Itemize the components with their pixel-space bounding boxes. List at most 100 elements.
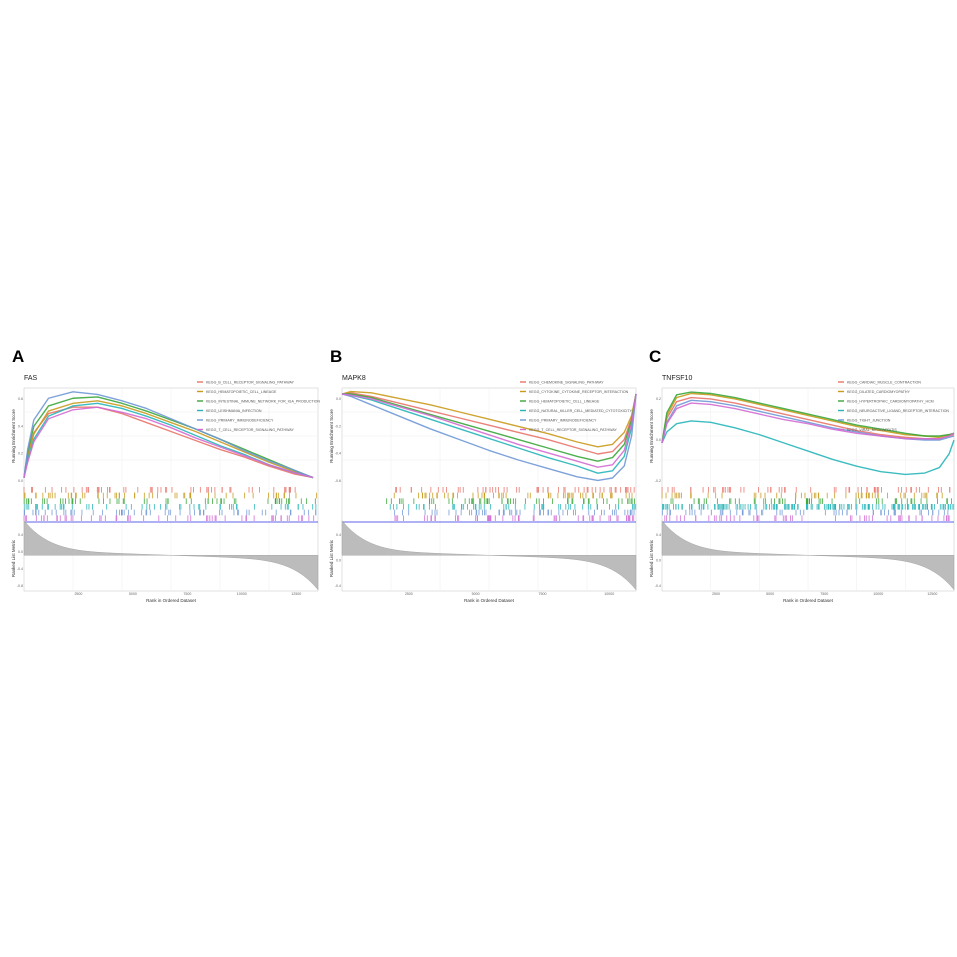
rank-y-tick: -0.8 bbox=[17, 584, 23, 588]
legend-entry-1: KEGG_B_CELL_RECEPTOR_SIGNALING_PATHWAY bbox=[206, 380, 295, 384]
legend-entry-2: KEGG_DILATED_CARDIOMYOPATHY bbox=[847, 390, 911, 394]
es-line-5 bbox=[23, 391, 314, 479]
panel-c: C TNFSF10 0.2 0.0 -0.2 Running Enrichment Sco… bbox=[649, 347, 955, 603]
rank-y-tick: 0.0 bbox=[656, 559, 661, 563]
rank-y-tick: -0.4 bbox=[335, 584, 341, 588]
es-line-5 bbox=[341, 393, 637, 482]
hit-row-1 bbox=[23, 487, 296, 493]
es-y-axis-label: Running Enrichment Score bbox=[329, 409, 334, 463]
es-y-tick: -0.4 bbox=[335, 452, 341, 456]
es-y-tick: 0.4 bbox=[18, 424, 23, 428]
legend-entry-5: KEGG_TIGHT_JUNCTION bbox=[847, 418, 891, 422]
x-tick: 2500 bbox=[74, 592, 82, 596]
x-axis-label: Rank in Ordered Dataset bbox=[146, 598, 197, 603]
es-y-tick: -0.2 bbox=[335, 424, 341, 428]
es-y-tick: -0.2 bbox=[655, 479, 661, 483]
legend-entry-6: KEGG_T_CELL_RECEPTOR_SIGNALING_PATHWAY bbox=[529, 428, 617, 432]
es-line-4 bbox=[661, 420, 955, 476]
hit-row-6 bbox=[664, 515, 950, 521]
rank-y-tick: 0.0 bbox=[336, 559, 341, 563]
legend-entry-3: KEGG_HEMATOPOIETIC_CELL_LINEAGE bbox=[529, 399, 600, 403]
es-line-6 bbox=[23, 406, 314, 479]
es-line-6 bbox=[341, 393, 637, 468]
legend-entry-6: KEGG_VIRAL_MYOCARDITIS bbox=[847, 428, 897, 432]
es-line-3 bbox=[342, 393, 637, 462]
rank-y-tick: 0.4 bbox=[18, 533, 23, 537]
hit-row-2 bbox=[393, 492, 633, 499]
es-y-tick: -0.6 bbox=[335, 479, 341, 483]
es-y-tick: 0.0 bbox=[656, 438, 661, 442]
es-y-tick: 0.0 bbox=[336, 397, 341, 401]
x-tick: 5000 bbox=[472, 592, 480, 596]
es-line-6 bbox=[661, 402, 955, 444]
x-tick: 2500 bbox=[712, 592, 720, 596]
es-line-3 bbox=[661, 391, 955, 443]
hit-row-6 bbox=[394, 515, 635, 521]
hit-row-6 bbox=[23, 515, 315, 521]
gene-title: MAPK8 bbox=[342, 375, 366, 382]
x-axis-label: Rank in Ordered Dataset bbox=[783, 598, 834, 603]
es-y-tick: 0.0 bbox=[18, 479, 23, 483]
hit-row-2 bbox=[23, 492, 318, 499]
rank-y-axis-label: Ranked List Metric bbox=[11, 539, 16, 577]
rank-y-tick: 0.4 bbox=[656, 533, 661, 537]
es-y-tick: 0.2 bbox=[18, 452, 23, 456]
x-tick: 7500 bbox=[183, 592, 191, 596]
gene-title: FAS bbox=[24, 375, 38, 382]
x-tick: 5000 bbox=[129, 592, 137, 596]
legend-entry-1: KEGG_CARDIAC_MUSCLE_CONTRACTION bbox=[847, 380, 921, 384]
hit-row-4 bbox=[662, 504, 955, 510]
x-tick: 10000 bbox=[873, 592, 883, 596]
es-y-axis-label: Running Enrichment Score bbox=[649, 409, 654, 463]
legend-entry-5: KEGG_PRIMARY_IMMUNODEFICIENCY bbox=[206, 418, 274, 422]
hit-row-3 bbox=[23, 498, 316, 504]
legend-entry-5: KEGG_PRIMARY_IMMUNODEFICIENCY bbox=[529, 418, 597, 422]
hit-row-5 bbox=[23, 509, 317, 516]
ranked-list-area bbox=[23, 520, 319, 591]
legend-entry-3: KEGG_HYPERTROPHIC_CARDIOMYOPATHY_HCM bbox=[847, 399, 934, 403]
panel-label-c: C bbox=[649, 347, 661, 366]
es-line-3 bbox=[23, 396, 314, 479]
hit-row-2 bbox=[661, 492, 943, 499]
panel-b: B MAPK8 0.0 -0.2 -0.4 -0.6 Running Enrichment … bbox=[329, 347, 637, 603]
panel-a: A FAS 0.6 0.4 0.2 0.0 Running Enrichment Score… bbox=[11, 347, 320, 603]
es-line-1 bbox=[341, 392, 637, 455]
legend-entry-1: KEGG_CHEMOKINE_SIGNALING_PATHWAY bbox=[529, 380, 604, 384]
hit-row-3 bbox=[670, 498, 952, 504]
legend-entry-2: KEGG_HEMATOPOIETIC_CELL_LINEAGE bbox=[206, 390, 277, 394]
es-y-tick: 0.6 bbox=[18, 397, 23, 401]
ranked-list-area bbox=[661, 520, 955, 591]
x-tick: 10000 bbox=[237, 592, 247, 596]
rank-y-tick: 0.0 bbox=[18, 550, 23, 554]
hit-row-4 bbox=[389, 504, 637, 510]
hit-row-5 bbox=[661, 509, 949, 516]
gene-title: TNFSF10 bbox=[662, 375, 692, 382]
hit-row-1 bbox=[395, 487, 635, 493]
es-line-2 bbox=[341, 390, 637, 448]
x-axis-label: Rank in Ordered Dataset bbox=[464, 598, 515, 603]
legend-entry-6: KEGG_T_CELL_RECEPTOR_SIGNALING_PATHWAY bbox=[206, 428, 294, 432]
legend-entry-4: KEGG_LEISHMANIA_INFECTION bbox=[206, 409, 262, 413]
x-tick: 10000 bbox=[604, 592, 614, 596]
legend-entry-2: KEGG_CYTOKINE_CYTOKINE_RECEPTOR_INTERACT… bbox=[529, 390, 629, 394]
rank-y-tick: -0.4 bbox=[17, 567, 23, 571]
hit-row-1 bbox=[661, 487, 951, 493]
legend-entry-4: KEGG_NATURAL_KILLER_CELL_MEDIATED_CYTOTO… bbox=[529, 409, 633, 413]
x-tick: 12500 bbox=[927, 592, 937, 596]
x-tick: 5000 bbox=[766, 592, 774, 596]
panel-label-b: B bbox=[330, 347, 342, 366]
rank-y-axis-label: Ranked List Metric bbox=[649, 539, 654, 577]
es-line-4 bbox=[341, 393, 637, 474]
x-tick: 7500 bbox=[820, 592, 828, 596]
legend-entry-3: KEGG_INTESTINAL_IMMUNE_NETWORK_FOR_IGA_P… bbox=[206, 399, 320, 403]
es-line-5 bbox=[661, 399, 955, 444]
hit-row-5 bbox=[394, 509, 635, 516]
panel-label-a: A bbox=[12, 347, 24, 366]
hit-row-4 bbox=[24, 504, 317, 510]
es-y-tick: 0.2 bbox=[656, 397, 661, 401]
rank-y-tick: 0.4 bbox=[336, 533, 341, 537]
x-tick: 7500 bbox=[538, 592, 546, 596]
legend-entry-4: KEGG_NEUROACTIVE_LIGAND_RECEPTOR_INTERAC… bbox=[847, 409, 949, 413]
x-tick: 2500 bbox=[405, 592, 413, 596]
